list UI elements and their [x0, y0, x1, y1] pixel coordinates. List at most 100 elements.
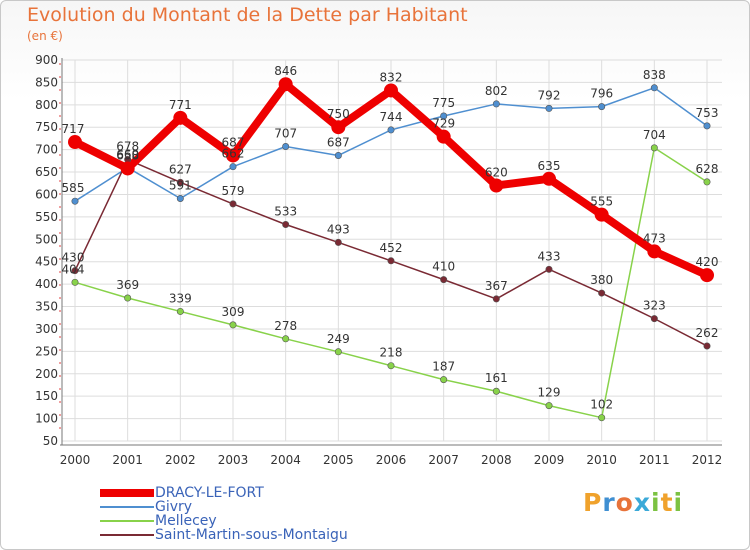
- data-label: 620: [485, 166, 508, 180]
- x-tick-label: 2010: [586, 453, 617, 467]
- data-label: 161: [485, 371, 508, 385]
- data-labels: 717 658 771 687 846 750 832 729 620 635 555 473 420 5…: [62, 64, 719, 411]
- series-point-0: [594, 207, 609, 222]
- y-tick-label: 850: [35, 75, 58, 89]
- data-label: 430: [62, 251, 85, 265]
- data-label: 792: [538, 88, 561, 102]
- data-label: 707: [274, 127, 297, 141]
- legend-swatch: [100, 520, 154, 522]
- series-point-2: [124, 294, 132, 302]
- series-point-0: [436, 129, 451, 144]
- series-point-1: [492, 100, 500, 108]
- y-tick-label: 450: [35, 255, 58, 269]
- y-tick-label: 500: [35, 232, 58, 246]
- y-tick-label: 250: [35, 344, 58, 358]
- series-point-1: [650, 84, 658, 92]
- data-label: 555: [590, 195, 613, 209]
- y-tick-label: 300: [35, 322, 58, 336]
- series-point-3: [703, 342, 711, 350]
- data-label: 452: [380, 241, 403, 255]
- data-label: 473: [643, 231, 666, 245]
- data-label: 369: [116, 278, 139, 292]
- series-point-3: [334, 238, 342, 246]
- legend-label: Mellecey: [155, 513, 217, 529]
- series-point-0: [226, 148, 240, 163]
- series-point-0: [68, 135, 82, 150]
- y-tick-label: 200: [35, 367, 58, 381]
- series-point-3: [650, 315, 658, 323]
- series-point-3: [545, 265, 553, 273]
- series-point-3: [282, 221, 290, 229]
- legend-swatch: [100, 506, 154, 508]
- data-label: 744: [380, 110, 403, 124]
- data-label: 750: [327, 107, 350, 121]
- series-point-3: [71, 267, 79, 275]
- data-label: 687: [327, 135, 350, 149]
- series-point-2: [598, 414, 606, 422]
- series-point-2: [703, 178, 711, 186]
- series-point-3: [176, 178, 184, 186]
- data-label: 533: [274, 205, 297, 219]
- data-label: 579: [222, 184, 245, 198]
- x-tick-label: 2000: [60, 453, 91, 467]
- logo-letter: x: [633, 488, 651, 517]
- series-point-0: [331, 120, 346, 135]
- y-tick-label: 900: [35, 53, 58, 67]
- series-point-2: [650, 144, 658, 152]
- data-label: 102: [590, 398, 613, 412]
- data-label: 635: [538, 159, 561, 173]
- data-label: 717: [62, 122, 85, 136]
- chart-unit: (en €): [27, 29, 63, 43]
- logo-letter: r: [602, 488, 616, 517]
- logo-letter: o: [615, 488, 634, 517]
- x-tick-label: 2007: [428, 453, 459, 467]
- data-label: 678: [116, 140, 139, 154]
- series-point-2: [229, 321, 237, 329]
- data-label: 309: [222, 305, 245, 319]
- series-point-2: [334, 348, 342, 356]
- x-tick-label: 2001: [112, 453, 143, 467]
- y-tick-label: 350: [35, 300, 58, 314]
- data-label: 802: [485, 84, 508, 98]
- data-label: 628: [696, 162, 719, 176]
- data-label: 627: [169, 162, 192, 176]
- series-point-2: [71, 278, 79, 286]
- series-point-2: [282, 335, 290, 343]
- series-points: [68, 77, 714, 422]
- series-point-0: [489, 178, 504, 193]
- data-label: 796: [590, 87, 613, 101]
- series-point-2: [545, 402, 553, 410]
- series-point-1: [229, 163, 237, 171]
- data-label: 380: [590, 273, 613, 287]
- data-label: 704: [643, 128, 666, 142]
- y-tick-label: 700: [35, 143, 58, 157]
- proxiti-logo: Proxiti: [583, 488, 683, 517]
- data-label: 660: [116, 148, 139, 162]
- x-tick-label: 2006: [376, 453, 407, 467]
- data-label: 846: [274, 64, 297, 78]
- x-tick-label: 2012: [692, 453, 723, 467]
- series-point-2: [440, 376, 448, 384]
- series-point-0: [700, 268, 714, 283]
- data-label: 771: [169, 98, 192, 112]
- data-label: 339: [169, 291, 192, 305]
- series-point-0: [647, 244, 662, 259]
- y-tick-label: 750: [35, 120, 58, 134]
- legend-label: Saint-Martin-sous-Montaigu: [155, 527, 348, 543]
- series-point-3: [598, 289, 606, 297]
- series-point-2: [492, 387, 500, 395]
- series-point-1: [440, 112, 448, 120]
- series-point-1: [334, 151, 342, 159]
- series-point-0: [542, 171, 556, 186]
- data-label: 658: [116, 148, 139, 162]
- series-point-3: [492, 295, 500, 303]
- data-label: 838: [643, 68, 666, 82]
- x-tick-labels: 2000 2001 2002 2003 2004 2005 2006 2007 2008 2009…: [60, 453, 723, 467]
- y-tick-label: 800: [35, 98, 58, 112]
- data-label: 662: [222, 147, 245, 161]
- data-label: 262: [696, 326, 719, 340]
- series-point-3: [229, 200, 237, 208]
- y-tick-label: 600: [35, 187, 58, 201]
- series-point-3: [440, 276, 448, 284]
- logo-letter: t: [660, 488, 674, 517]
